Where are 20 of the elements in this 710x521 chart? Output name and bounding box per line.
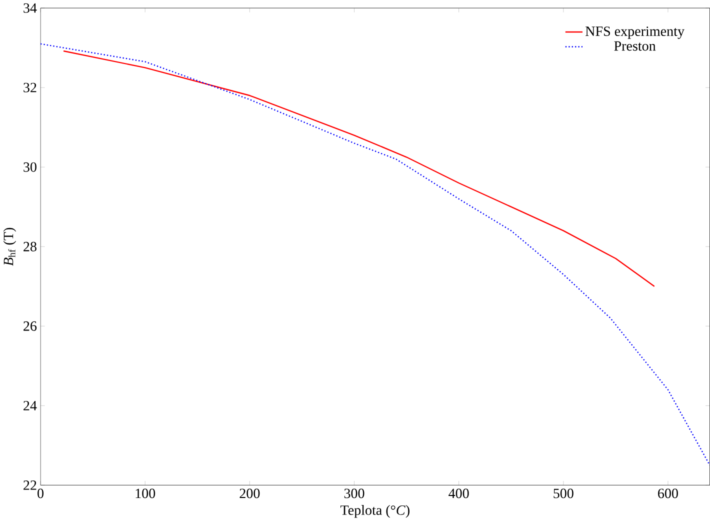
- x-tick-label: 100: [136, 488, 156, 498]
- legend-label: NFS experimenty: [586, 26, 684, 39]
- x-tick-label: 200: [240, 488, 260, 498]
- line-series: [62, 50, 655, 287]
- y-tick-label: 34: [24, 3, 37, 13]
- y-tick-label: 28: [24, 242, 36, 252]
- y-tick-label: 32: [24, 82, 36, 92]
- y-axis-title: B$_{hf}$ (T): [3, 228, 16, 266]
- x-tick-label: 0: [38, 488, 44, 498]
- y-tick-label: 22: [24, 480, 36, 490]
- x-axis-title: Teplota (°C): [340, 504, 410, 518]
- y-tick-label: 30: [24, 162, 36, 172]
- x-tick-label: 600: [658, 488, 678, 498]
- x-tick-label: 300: [344, 488, 364, 498]
- y-tick-label: 26: [24, 321, 37, 331]
- legend-label: Preston: [614, 41, 656, 51]
- x-tick-label: 500: [554, 488, 574, 498]
- x-tick-label: 400: [448, 488, 469, 498]
- line-series: [40, 43, 710, 466]
- y-tick-label: 24: [24, 400, 37, 410]
